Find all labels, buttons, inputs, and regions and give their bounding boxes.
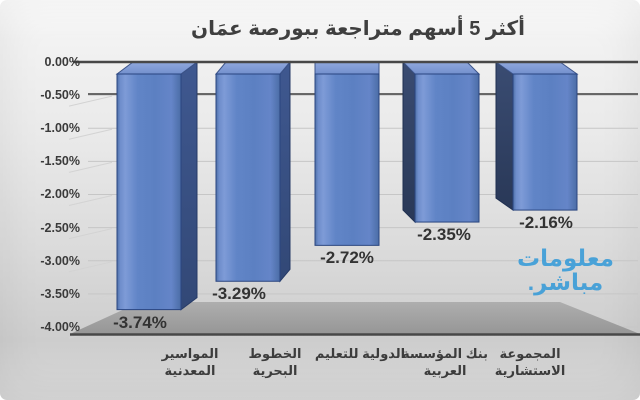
x-axis-category-label: الدولية للتعليم <box>315 345 405 362</box>
bar-column-3 <box>314 61 380 246</box>
bar-top-face <box>214 61 292 75</box>
x-axis-category-label: المواسير المعدنية <box>162 345 219 379</box>
mubasher-watermark: معلومات مباشر. <box>516 245 615 295</box>
y-axis-tick-label: 0.00% <box>44 55 80 69</box>
y-axis-tick-label: -1.50% <box>40 154 80 169</box>
x-axis-category-line: بنك المؤسسة <box>401 346 489 361</box>
floor-layer <box>70 302 640 334</box>
bar-top-face <box>401 61 481 75</box>
bar-side-face <box>180 61 198 311</box>
watermark-line-1: معلومات <box>516 245 615 271</box>
bar-side-face <box>495 61 514 212</box>
bar-column-5 <box>494 61 579 212</box>
chart-floor <box>70 302 640 334</box>
x-axis-category-line: الاستشارية <box>494 363 566 378</box>
bar-front-face <box>215 73 281 282</box>
y-axis-tick-label: -4.00% <box>40 319 80 334</box>
bar-data-label: -3.29% <box>212 284 266 304</box>
x-axis-category-line: المعدنية <box>164 363 216 378</box>
x-axis-category-line: البحرية <box>252 363 298 378</box>
y-axis-tick-label: -2.00% <box>40 187 80 202</box>
bar-data-label: -2.72% <box>320 248 374 268</box>
bar-column-1 <box>115 61 199 311</box>
x-axis-category-line: الدولية للتعليم <box>314 346 406 361</box>
bar-top-face <box>314 61 380 75</box>
sidewall-gridline <box>68 294 113 306</box>
sidewall-gridline <box>68 228 113 240</box>
x-axis-category-label: الخطوط البحرية <box>248 345 301 379</box>
bar-front-face <box>314 73 380 246</box>
sidewall-gridline <box>68 95 113 107</box>
sidewall-gridline <box>68 194 113 206</box>
watermark-line-2: مباشر. <box>527 269 604 295</box>
sidewall-gridline <box>68 261 113 273</box>
y-axis-tick-label: -3.50% <box>40 286 80 301</box>
bar-side-face <box>279 60 291 283</box>
axis-lines-layer <box>70 60 640 336</box>
bar-front-face <box>414 73 480 223</box>
x-axis-category-label: بنك المؤسسة العربية <box>402 345 488 379</box>
bar-column-2 <box>214 60 292 283</box>
y-axis-tick-label: -3.00% <box>40 253 80 268</box>
sidewall-gridline <box>68 161 113 173</box>
sidewall-gridline <box>68 128 113 140</box>
chart-title: أكثر 5 أسهم متراجعة ببورصة عمَان <box>191 18 525 40</box>
bar-column-4 <box>401 60 481 224</box>
x-axis-category-line: المواسير <box>161 346 219 361</box>
y-axis-tick-label: -0.50% <box>40 88 80 103</box>
bar-data-label: -2.35% <box>417 225 471 245</box>
bar-front-face <box>116 73 182 311</box>
bar-front-face <box>512 73 578 211</box>
x-axis-category-line: المجموعة <box>499 346 561 361</box>
y-axis-tick-label: -1.00% <box>40 121 80 136</box>
bar-data-label: -2.16% <box>519 213 573 233</box>
bar-data-label: -3.74% <box>113 312 167 332</box>
x-axis-category-label: المجموعة الاستشارية <box>495 345 566 379</box>
bars-layer <box>115 60 579 311</box>
y-axis-tick-label: -2.50% <box>40 220 80 235</box>
bar-side-face <box>402 60 416 224</box>
x-axis-category-line: الخطوط <box>248 346 302 361</box>
x-axis-category-line: العربية <box>423 363 467 378</box>
